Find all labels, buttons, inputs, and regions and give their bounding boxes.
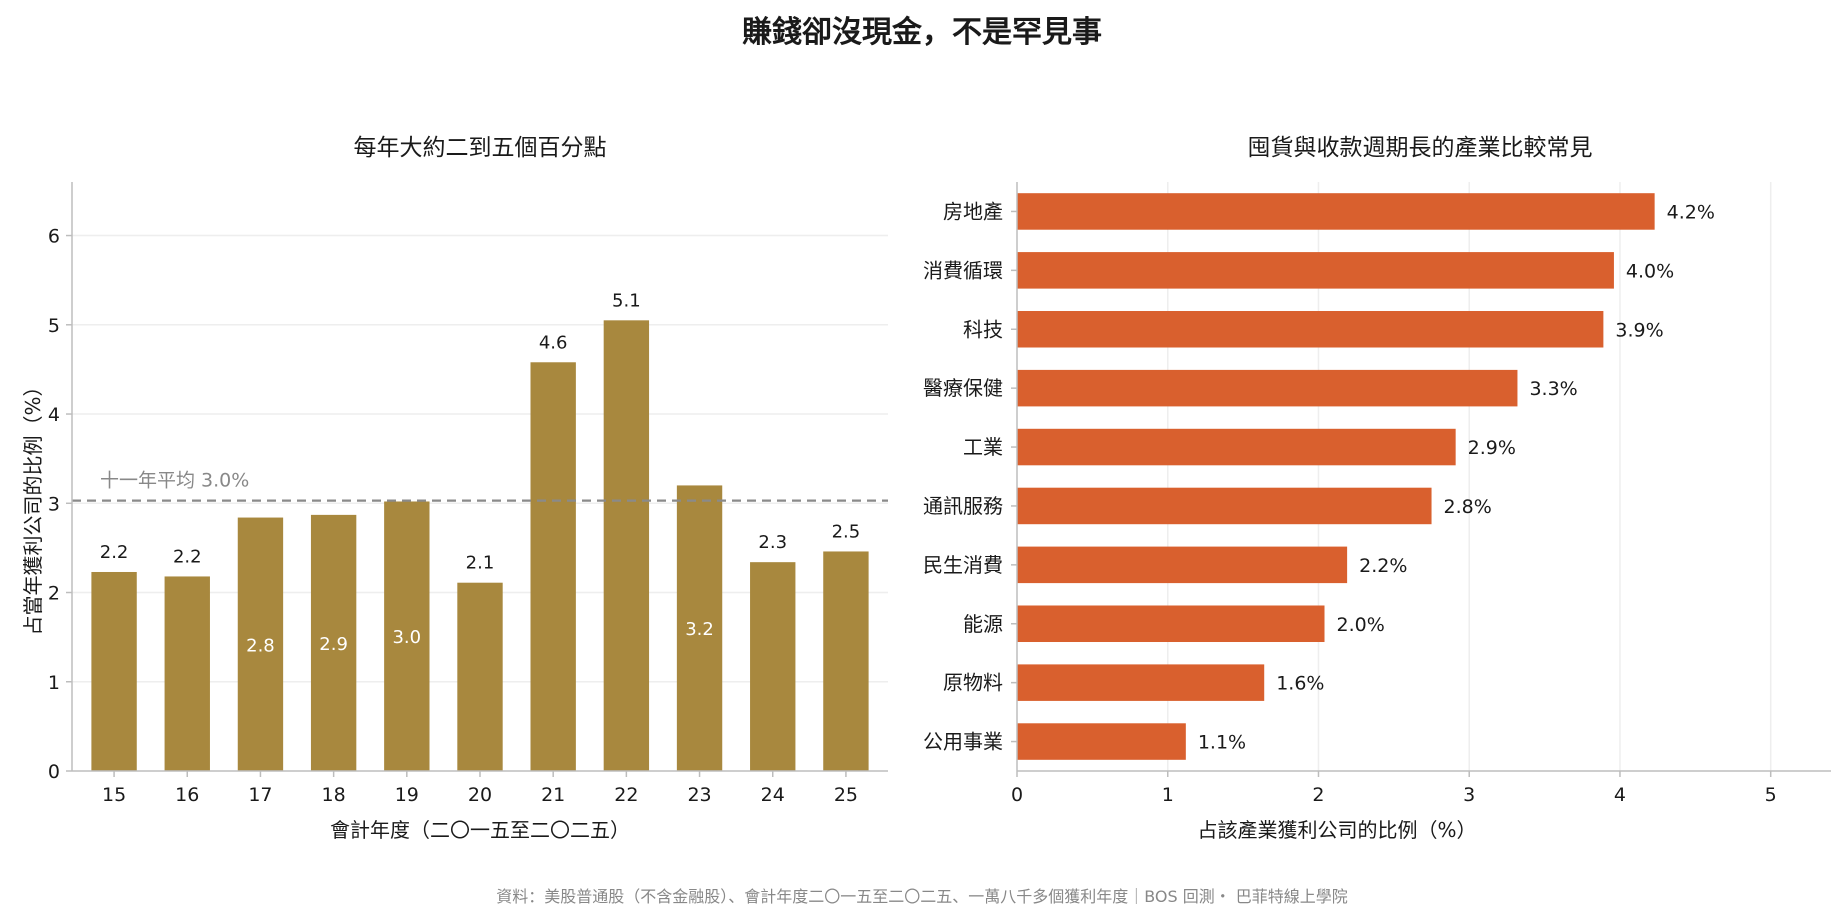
left-x-tick-label: 19: [395, 784, 419, 806]
right-bar: [1017, 193, 1655, 230]
left-y-tick-label: 0: [48, 761, 60, 783]
right-x-tick-label: 2: [1312, 784, 1324, 806]
left-y-tick-label: 2: [48, 583, 60, 605]
right-x-tick-label: 1: [1162, 784, 1174, 806]
right-category-label: 民生消費: [923, 553, 1003, 577]
right-bar-value-label: 1.1%: [1198, 732, 1246, 754]
left-bar-value-label: 2.8: [246, 635, 275, 656]
left-x-tick-label: 16: [175, 784, 199, 806]
left-x-tick-label: 21: [541, 784, 565, 806]
right-category-label: 消費循環: [923, 258, 1003, 282]
left-chart-title: 每年大約二到五個百分點: [354, 135, 607, 161]
right-x-axis-label: 占該產業獲利公司的比例（%）: [1197, 818, 1476, 842]
right-bar-value-label: 1.6%: [1276, 673, 1324, 695]
left-bar-value-label: 2.3: [758, 532, 787, 553]
left-bar: [237, 517, 284, 771]
left-x-tick-label: 18: [322, 784, 346, 806]
right-bar: [1017, 310, 1604, 348]
right-bar-value-label: 3.3%: [1529, 378, 1577, 400]
right-bar: [1017, 369, 1518, 407]
left-bar-value-label: 2.2: [173, 546, 202, 567]
left-y-tick-label: 5: [48, 315, 60, 337]
right-bar: [1017, 723, 1186, 760]
right-bar-value-label: 2.8%: [1444, 496, 1492, 518]
right-bar-chart: 囤貨與收款週期長的產業比較常見 4.2% 4.0% 3.9% 3.3% 2.9% 2.8%…: [923, 135, 1831, 842]
left-x-tick-label: 22: [614, 784, 638, 806]
left-y-tick-label: 4: [48, 404, 60, 426]
left-y-tick-label: 3: [48, 493, 60, 515]
right-x-tick-label: 3: [1463, 784, 1475, 806]
left-bar: [750, 562, 796, 771]
right-x-tick-label: 0: [1011, 784, 1023, 806]
left-bar: [676, 485, 723, 771]
right-bar: [1017, 605, 1325, 643]
right-bar-value-label: 2.2%: [1359, 555, 1407, 577]
left-x-tick-label: 15: [102, 784, 126, 806]
left-x-tick-label: 25: [834, 784, 858, 806]
left-bar: [164, 576, 210, 771]
right-x-tick-label: 4: [1614, 784, 1626, 806]
right-bar: [1017, 252, 1614, 289]
right-bar-value-label: 4.0%: [1626, 260, 1674, 282]
left-x-tick-label: 20: [468, 784, 492, 806]
left-bar-value-label: 3.2: [685, 619, 714, 640]
left-bar-value-label: 5.1: [612, 290, 641, 311]
left-bar-chart: 每年大約二到五個百分點 2.2 2.2 2.8 2.9 3.0 2.1 4.6 5.1 3.2 2…: [21, 135, 888, 842]
left-y-axis-label: 占當年獲利公司的比例（%）: [21, 376, 45, 635]
left-bar: [530, 362, 576, 771]
left-bar: [823, 551, 869, 771]
right-category-label: 通訊服務: [923, 494, 1003, 518]
right-bar: [1017, 487, 1432, 525]
right-bar-value-label: 3.9%: [1615, 319, 1663, 341]
right-bar-value-label: 2.0%: [1337, 614, 1385, 636]
left-y-tick-label: 1: [48, 672, 60, 694]
right-bar: [1017, 428, 1456, 466]
left-x-tick-label: 23: [687, 784, 711, 806]
left-x-axis-label: 會計年度（二〇一五至二〇二五）: [330, 818, 630, 842]
left-x-tick-label: 24: [761, 784, 785, 806]
right-category-label: 醫療保健: [923, 376, 1003, 400]
right-x-tick-label: 5: [1765, 784, 1777, 806]
right-category-label: 科技: [963, 317, 1003, 341]
right-category-label: 公用事業: [923, 730, 1003, 754]
left-bar-value-label: 2.1: [466, 553, 495, 574]
left-bar: [91, 571, 137, 771]
left-bar-value-label: 4.6: [539, 332, 568, 353]
left-bar: [310, 514, 357, 771]
right-category-label: 能源: [963, 612, 1003, 636]
average-reference-label: 十一年平均 3.0%: [100, 470, 249, 492]
right-chart-title: 囤貨與收款週期長的產業比較常見: [1248, 135, 1593, 161]
left-bar-value-label: 2.9: [319, 634, 348, 655]
right-category-label: 原物料: [943, 671, 1003, 695]
left-bar-value-label: 3.0: [392, 627, 421, 648]
left-x-tick-label: 17: [248, 784, 272, 806]
right-bar: [1017, 546, 1348, 584]
left-bar-value-label: 2.5: [832, 521, 861, 542]
right-bar: [1017, 664, 1265, 701]
right-bar-value-label: 4.2%: [1667, 201, 1715, 223]
right-bar-value-label: 2.9%: [1468, 437, 1516, 459]
figure-title: 賺錢卻沒現金，不是罕見事: [742, 15, 1102, 50]
right-category-label: 工業: [963, 435, 1003, 459]
left-bar: [457, 582, 503, 771]
footer-source: 資料：美股普通股（不含金融股）、會計年度二〇一五至二〇二五、一萬八千多個獲利年度…: [496, 887, 1348, 906]
left-bar-value-label: 2.2: [100, 542, 129, 563]
right-category-label: 房地產: [943, 199, 1003, 223]
left-bar: [384, 501, 430, 771]
left-bar: [603, 320, 650, 771]
left-y-tick-label: 6: [48, 226, 60, 248]
